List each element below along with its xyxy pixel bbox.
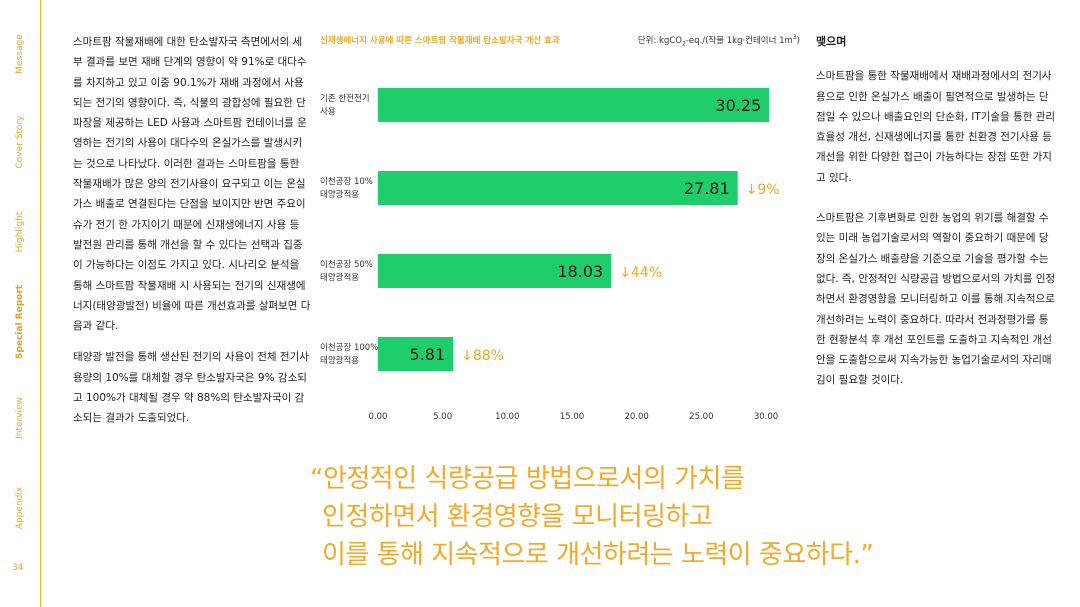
value-label-1: 27.81 — [684, 179, 730, 198]
value-label-0: 30.25 — [715, 96, 761, 115]
x-tick-label-5: 25.00 — [689, 412, 713, 422]
section-heading: 맺으며 — [816, 35, 847, 48]
right-paragraph-2: 스마트팜은 기후변화로 인한 농업의 위기를 해결할 수 있는 미래 농업기술로… — [816, 212, 1056, 387]
category-label-1-1: 태양광적용 — [320, 189, 359, 200]
nav-message[interactable]: Message — [15, 34, 25, 74]
bar-3 — [378, 337, 454, 371]
category-label-0-0: 기존 한전전기 — [320, 93, 370, 104]
right-text-column: 맺으며 스마트팜을 통한 작물재배에서 재배과정에서의 전기사용으로 인한 온실… — [816, 32, 1056, 391]
side-navigation: Message Cover Story Highlight Special Re… — [0, 0, 41, 607]
left-text-column: 스마트팜 작물재배에 대한 탄소발자국 측면에서의 세부 결과를 보면 재배 단… — [73, 32, 311, 429]
quote-line-3: 이를 통해 지속적으로 개선하려는 노력이 중요하다.” — [322, 540, 874, 570]
left-paragraph-1: 스마트팜 작물재배에 대한 탄소발자국 측면에서의 세부 결과를 보면 재배 단… — [73, 36, 311, 333]
category-label-2-0: 이천공장 50% — [320, 259, 373, 270]
x-tick-label-3: 15.00 — [560, 412, 584, 422]
quote-line-1: “안정적인 식량공급 방법으로서의 가치를 — [310, 464, 745, 494]
page-number: 34 — [12, 563, 24, 573]
bar-0 — [378, 88, 770, 122]
x-tick-label-6: 30.00 — [754, 412, 778, 422]
reduction-label-1: ↓9% — [746, 182, 780, 198]
chart-title: 신재생에너지 사용에 따른 스마트팜 작물재배 탄소발자국 개선 효과 — [320, 36, 560, 46]
nav-cover-story[interactable]: Cover Story — [15, 115, 25, 169]
bar-1 — [378, 171, 738, 205]
reduction-label-2: ↓44% — [619, 265, 662, 281]
category-label-2-1: 태양광적용 — [320, 272, 359, 283]
x-tick-label-0: 0.00 — [369, 412, 388, 422]
category-label-3-1: 태양광적용 — [320, 355, 359, 366]
x-tick-label-4: 20.00 — [624, 412, 648, 422]
reduction-label-3: ↓88% — [461, 348, 504, 364]
bar-2 — [378, 254, 612, 288]
value-label-3: 5.81 — [410, 345, 446, 364]
quote-line-2: 인정하면서 환경영향을 모니터링하고 — [322, 502, 713, 532]
right-paragraph-1: 스마트팜을 통한 작물재배에서 재배과정에서의 전기사용으로 인한 온실가스 배… — [816, 70, 1056, 184]
nav-appendix[interactable]: Appendix — [15, 486, 25, 530]
x-tick-label-2: 10.00 — [495, 412, 519, 422]
nav-special-report[interactable]: Special Report — [15, 284, 25, 360]
nav-highlight[interactable]: Highlight — [15, 211, 25, 253]
category-label-0-1: 사용 — [320, 107, 336, 117]
left-paragraph-2: 태양광 발전을 통해 생산된 전기의 사용이 전체 전기사용량의 10%를 대체… — [73, 351, 309, 425]
chart-unit: 단위: kgCO2-eq./(작물 1kg·컨테이너 1m3) — [637, 34, 800, 48]
pull-quote: “안정적인 식량공급 방법으로서의 가치를 인정하면서 환경영향을 모니터링하고… — [310, 460, 950, 574]
x-tick-label-1: 5.00 — [433, 412, 452, 422]
category-label-3-0: 이천공장 100% — [320, 342, 378, 353]
category-label-1-0: 이천공장 10% — [320, 176, 373, 187]
value-label-2: 18.03 — [557, 262, 603, 281]
nav-interview[interactable]: Interview — [15, 397, 25, 439]
